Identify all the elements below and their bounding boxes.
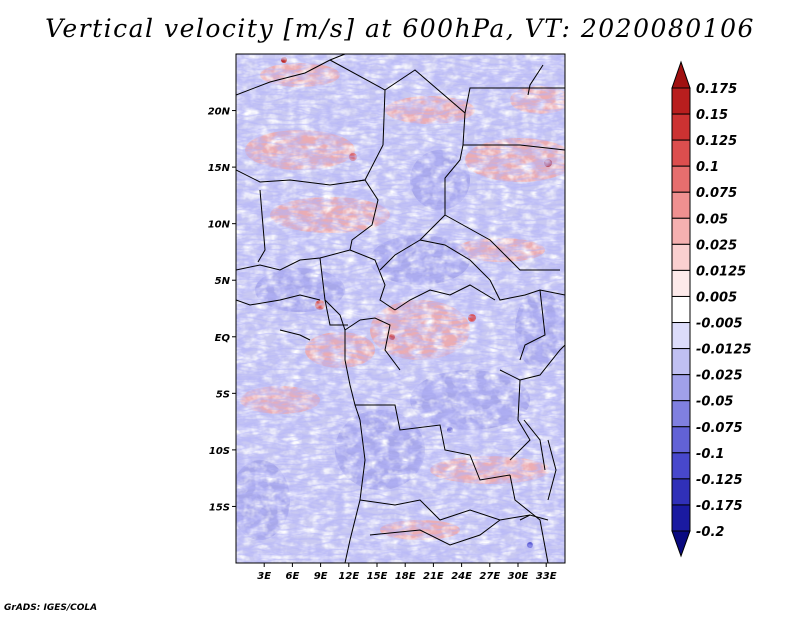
colorbar-label: -0.05	[696, 395, 733, 410]
colorbar-box	[671, 426, 691, 454]
lat-tick-label: 20N	[208, 107, 231, 118]
lon-tick-label: 24E	[451, 571, 472, 582]
colorbar-label: 0.15	[696, 108, 728, 123]
lon-tick-label: 30E	[508, 571, 529, 582]
colorbar-bottom-arrow	[671, 530, 691, 558]
colorbar-label: -0.125	[696, 473, 743, 488]
lon-tick-label: 21E	[423, 571, 444, 582]
colorbar-label: 0.075	[696, 186, 737, 201]
colorbar-labels: 0.175 0.15 0.125 0.1 0.075 0.05 0.025 0.0125 0.0…	[696, 82, 752, 540]
colorbar-label: -0.2	[696, 525, 724, 540]
lat-tick-label: 10N	[208, 220, 231, 231]
colorbar-label: 0.1	[696, 160, 719, 175]
colorbar-box	[671, 400, 691, 428]
colorbar-label: -0.005	[696, 317, 743, 332]
latitude-axis: 20N 15N 10N 5N EQ 5S 10S 15S	[208, 107, 236, 513]
lat-tick-label: EQ	[215, 333, 231, 344]
colorbar-box	[671, 217, 691, 245]
colorbar-label: -0.075	[696, 421, 743, 436]
colorbar-label: -0.1	[696, 447, 724, 462]
colorbar-box	[671, 165, 691, 193]
lat-tick-label: 5S	[216, 389, 230, 400]
colorbar-box	[671, 191, 691, 219]
lat-tick-label: 5N	[215, 276, 231, 287]
colorbar-label: 0.175	[696, 82, 737, 97]
map-frame	[235, 53, 566, 564]
country-borders	[236, 54, 565, 563]
colorbar-box	[671, 87, 691, 115]
lat-tick-label: 15N	[208, 163, 231, 174]
colorbar-box	[671, 322, 691, 350]
colorbar-top-arrow	[671, 60, 691, 89]
colorbar-label: 0.025	[696, 238, 737, 253]
lon-tick-label: 18E	[395, 571, 416, 582]
colorbar-box	[671, 269, 691, 297]
colorbar-label: 0.05	[696, 212, 728, 227]
colorbar-box	[671, 113, 691, 141]
vertical-velocity-field	[236, 54, 565, 563]
colorbar-box	[671, 295, 691, 324]
colorbar-label: -0.025	[696, 369, 743, 384]
colorbar-box	[671, 139, 691, 167]
colorbar-box	[671, 478, 691, 506]
colorbar-box	[671, 504, 691, 532]
lon-tick-label: 27E	[479, 571, 500, 582]
lon-tick-label: 9E	[314, 571, 328, 582]
colorbar-label: 0.0125	[696, 264, 746, 279]
lon-tick-label: 6E	[286, 571, 300, 582]
colorbar-label: 0.125	[696, 134, 737, 149]
colorbar-box	[671, 348, 691, 376]
colorbar-box	[671, 452, 691, 480]
colorbar-label: 0.005	[696, 290, 737, 305]
colorbar-label: -0.0125	[696, 343, 752, 358]
lon-tick-label: 15E	[367, 571, 388, 582]
longitude-axis: 3E 6E 9E 12E 15E 18E 21E 24E 27E 30E 33E	[257, 563, 557, 582]
lat-tick-label: 15S	[209, 502, 230, 513]
colorbar-box	[671, 243, 691, 271]
lon-tick-label: 3E	[257, 571, 271, 582]
colorbar-box	[671, 374, 691, 402]
chart-title: Vertical velocity [m/s] at 600hPa, VT: 2…	[45, 14, 755, 43]
colorbar-boxes	[671, 60, 691, 558]
lat-tick-label: 10S	[209, 446, 230, 457]
grads-credit: GrADS: IGES/COLA	[4, 603, 98, 613]
lon-tick-label: 12E	[338, 571, 359, 582]
lon-tick-label: 33E	[536, 571, 557, 582]
colorbar-label: -0.175	[696, 499, 743, 514]
